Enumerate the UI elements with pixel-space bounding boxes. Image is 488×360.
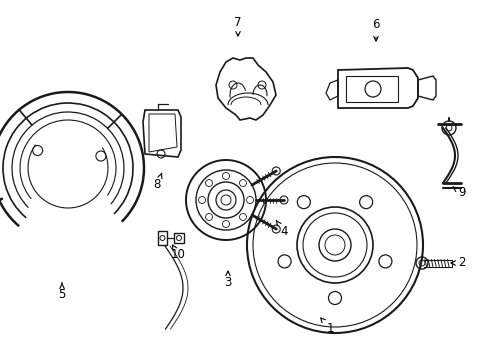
Text: 3: 3 <box>224 271 231 288</box>
Text: 5: 5 <box>58 283 65 301</box>
Text: 1: 1 <box>320 318 333 334</box>
Text: 4: 4 <box>276 220 287 238</box>
Text: 10: 10 <box>170 245 185 261</box>
Text: 8: 8 <box>153 173 162 192</box>
Text: 9: 9 <box>452 186 465 199</box>
Text: 2: 2 <box>450 256 465 270</box>
Text: 7: 7 <box>234 15 241 36</box>
Text: 6: 6 <box>371 18 379 41</box>
